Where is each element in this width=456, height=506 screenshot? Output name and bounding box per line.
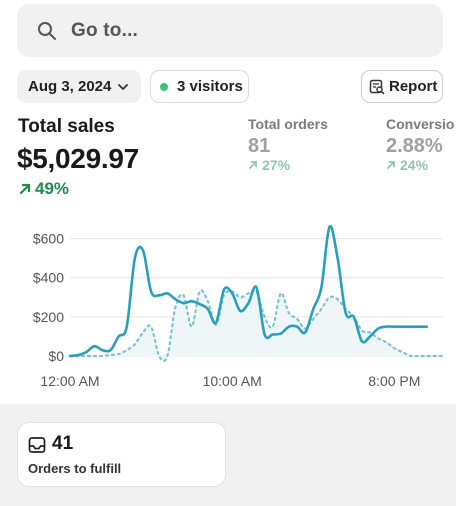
x-tick-label: 12:00 AM: [40, 373, 99, 389]
search-icon: [38, 21, 56, 40]
live-status-dot: [160, 82, 168, 91]
total-sales-title: Total sales: [18, 116, 115, 137]
bottom-panel: 41 Orders to fulfill: [0, 404, 456, 506]
report-icon: [369, 79, 385, 94]
total-orders-change: 27%: [248, 157, 290, 173]
comparison-series-line: [68, 288, 445, 362]
orders-to-fulfill-label: Orders to fulfill: [28, 461, 122, 476]
total-orders-title[interactable]: Total orders: [248, 116, 328, 132]
comparison-area: [70, 289, 443, 361]
y-tick-label: $200: [33, 309, 64, 325]
sales-line-chart: $0 $200 $400 $600 12:00 AM 10:00 AM 8:00 PM: [33, 224, 445, 389]
report-label: Report: [389, 78, 438, 95]
total-sales-value: $5,029.97: [17, 143, 139, 174]
total-sales-change-value: 49%: [35, 179, 70, 198]
arrow-up-right-icon: [387, 161, 395, 169]
visitors-label: 3 visitors: [177, 78, 243, 95]
search-placeholder: Go to...: [71, 19, 139, 41]
report-button[interactable]: Report: [361, 70, 443, 103]
y-tick-label: $400: [33, 270, 64, 286]
search-bar[interactable]: Go to...: [17, 4, 443, 57]
x-tick-label: 10:00 AM: [203, 373, 262, 389]
orders-to-fulfill-card[interactable]: 41 Orders to fulfill: [17, 422, 226, 487]
total-orders-change-value: 27%: [262, 157, 291, 173]
date-picker-button[interactable]: Aug 3, 2024: [17, 70, 141, 103]
live-visitors-button[interactable]: 3 visitors: [150, 70, 249, 103]
total-orders-value: 81: [248, 135, 271, 157]
conversion-change-value: 24%: [400, 157, 429, 173]
y-tick-label: $600: [33, 231, 64, 247]
orders-to-fulfill-count: 41: [52, 433, 74, 454]
y-tick-label: $0: [48, 348, 64, 364]
inbox-icon: [28, 437, 46, 453]
arrow-up-right-icon: [19, 183, 31, 195]
date-label: Aug 3, 2024: [28, 78, 112, 95]
arrow-up-right-icon: [249, 161, 257, 169]
total-sales-change: 49%: [18, 179, 69, 199]
sales-series-line: [68, 224, 429, 358]
chevron-down-icon: [118, 83, 129, 90]
conversion-change: 24%: [386, 157, 428, 173]
conversion-value: 2.88%: [386, 135, 443, 157]
conversion-title[interactable]: Conversio: [386, 116, 455, 132]
x-tick-label: 8:00 PM: [368, 373, 420, 389]
